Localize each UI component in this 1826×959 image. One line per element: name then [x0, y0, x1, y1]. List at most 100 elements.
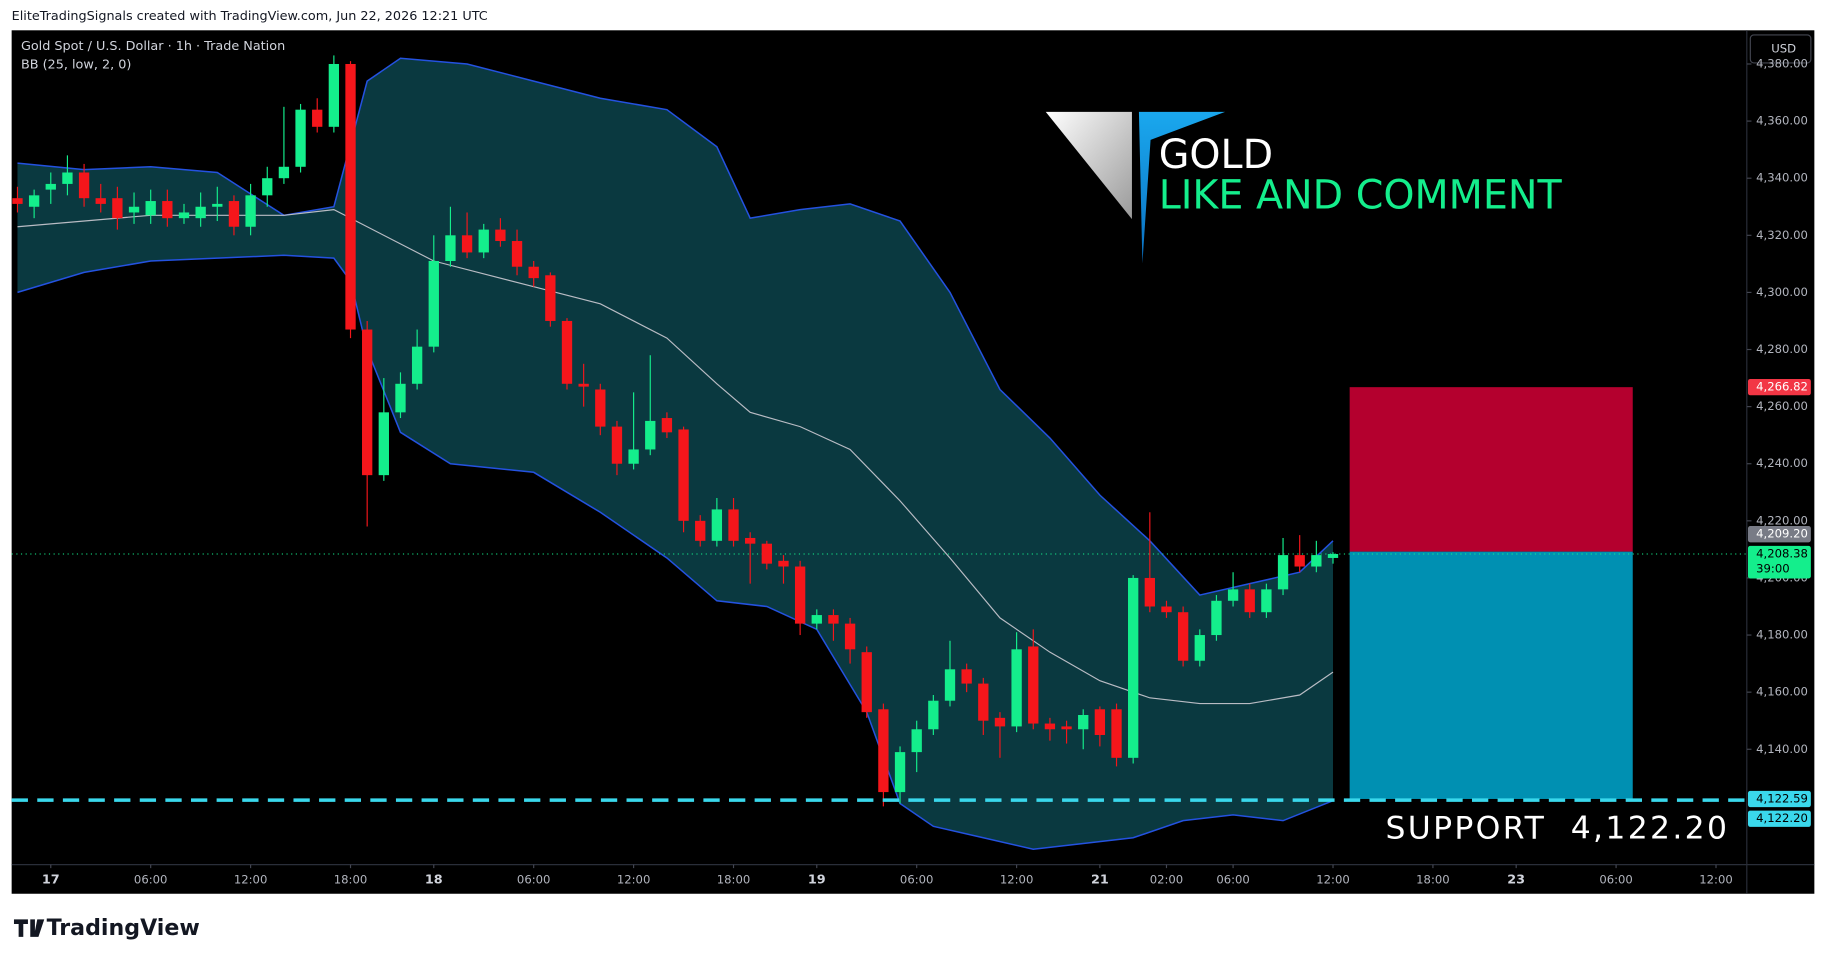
candle-body: [1294, 555, 1305, 567]
target-zone: [1349, 551, 1633, 799]
price-label: 4,209.20: [1756, 527, 1808, 541]
candle-body: [561, 320, 573, 384]
candle-body: [1227, 589, 1239, 601]
candle-body: [978, 683, 989, 721]
x-tick-label: 18:00: [334, 872, 368, 886]
candle-body: [528, 266, 539, 279]
price-label: 4,122.59: [1756, 791, 1808, 805]
candle-body: [95, 198, 106, 204]
candle-body: [778, 560, 789, 567]
currency-button[interactable]: [1749, 34, 1812, 64]
candle-body: [828, 615, 839, 624]
candle-body: [994, 717, 1006, 727]
candle-body: [345, 63, 356, 330]
candle-body: [45, 183, 56, 190]
candle-body: [62, 172, 73, 184]
x-tick-label: 18: [425, 872, 443, 887]
x-tick-label: 06:00: [1216, 872, 1250, 886]
candle-body: [378, 412, 389, 476]
candle-body: [761, 543, 772, 564]
candle-body: [911, 729, 922, 753]
candle-body: [1061, 726, 1072, 730]
x-tick-label: 21: [1091, 872, 1109, 887]
candle-body: [961, 669, 972, 684]
candle-body: [1211, 600, 1222, 636]
logo-blue: [1138, 111, 1226, 264]
band-middle: [17, 209, 1334, 705]
y-tick-label: 4,220.00: [1756, 513, 1808, 527]
candle-body: [1028, 646, 1039, 724]
candle-body: [262, 178, 273, 196]
x-tick-label: 12:00: [1699, 872, 1733, 886]
candle-body: [1261, 589, 1272, 613]
price-label: 4,122.20: [1756, 811, 1808, 825]
candle-body: [1277, 555, 1289, 590]
candle-body: [711, 509, 723, 541]
candle-body: [745, 537, 756, 544]
candle-body: [145, 201, 156, 216]
candle-body: [195, 206, 206, 219]
headline: GOLD: [1159, 132, 1273, 178]
candle-body: [395, 383, 406, 413]
y-tick-label: 4,180.00: [1756, 628, 1808, 642]
y-tick-label: 4,320.00: [1756, 228, 1808, 242]
candle-body: [328, 63, 340, 127]
candle-body: [112, 198, 123, 219]
candle-body: [595, 389, 606, 427]
support-label: SUPPORT 4,122.20: [1385, 811, 1729, 847]
candle-body: [178, 212, 190, 219]
candle-body: [28, 195, 40, 207]
footer-logo-icon: [13, 919, 45, 937]
logo-white: [1045, 111, 1132, 220]
candle-body: [1144, 577, 1155, 607]
currency[interactable]: USD: [1771, 41, 1796, 55]
y-tick-label: 4,260.00: [1756, 399, 1808, 413]
candle-body: [78, 172, 90, 199]
candle-body: [645, 420, 656, 450]
candle-body: [478, 229, 489, 253]
x-tick-label: 06:00: [1599, 872, 1633, 886]
candle-body: [362, 329, 373, 476]
indicator-label: BB (25, low, 2, 0): [21, 58, 131, 73]
x-tick-label: 17: [42, 872, 60, 887]
countdown: 39:00: [1756, 562, 1790, 576]
y-tick-label: 4,280.00: [1756, 342, 1808, 356]
x-tick-label: 12:00: [1316, 872, 1350, 886]
candle-body: [445, 235, 456, 262]
call-to-action: LIKE AND COMMENT: [1159, 173, 1563, 219]
candle-body: [212, 203, 223, 207]
candle-body: [128, 206, 140, 213]
price-label-bg: [1747, 526, 1811, 543]
band-lower: [17, 254, 1334, 850]
candle-body: [428, 261, 439, 347]
candle-body: [695, 520, 706, 541]
chart-title: Gold Spot / U.S. Dollar · 1h · Trade Nat…: [21, 39, 285, 54]
candle-body: [312, 109, 323, 127]
x-tick-label: 19: [808, 872, 826, 887]
candle-body: [1177, 612, 1189, 661]
plot-area: [11, 55, 1747, 850]
candle-body: [661, 418, 673, 433]
candle-body: [1244, 589, 1255, 613]
y-tick-label: 4,340.00: [1756, 171, 1808, 185]
candle-body: [1044, 723, 1056, 730]
y-tick-label: 4,160.00: [1756, 685, 1808, 699]
candle-body: [495, 229, 506, 242]
candle-body: [878, 709, 889, 793]
price-label-bg: [1747, 810, 1811, 827]
footer-logo: TradingView: [47, 915, 200, 941]
x-tick-label: 18:00: [717, 872, 751, 886]
candle-body: [411, 346, 423, 384]
candle-body: [12, 198, 23, 204]
x-tick-label: 18:00: [1416, 872, 1450, 886]
candle-body: [928, 700, 939, 730]
x-tick-label: 23: [1507, 872, 1525, 887]
candle-body: [1161, 606, 1172, 613]
candle-body: [728, 509, 739, 541]
x-tick-label: 02:00: [1150, 872, 1184, 886]
y-tick-label: 4,360.00: [1756, 114, 1808, 128]
price-label-bg: [1747, 378, 1811, 396]
x-tick-label: 12:00: [1000, 872, 1034, 886]
